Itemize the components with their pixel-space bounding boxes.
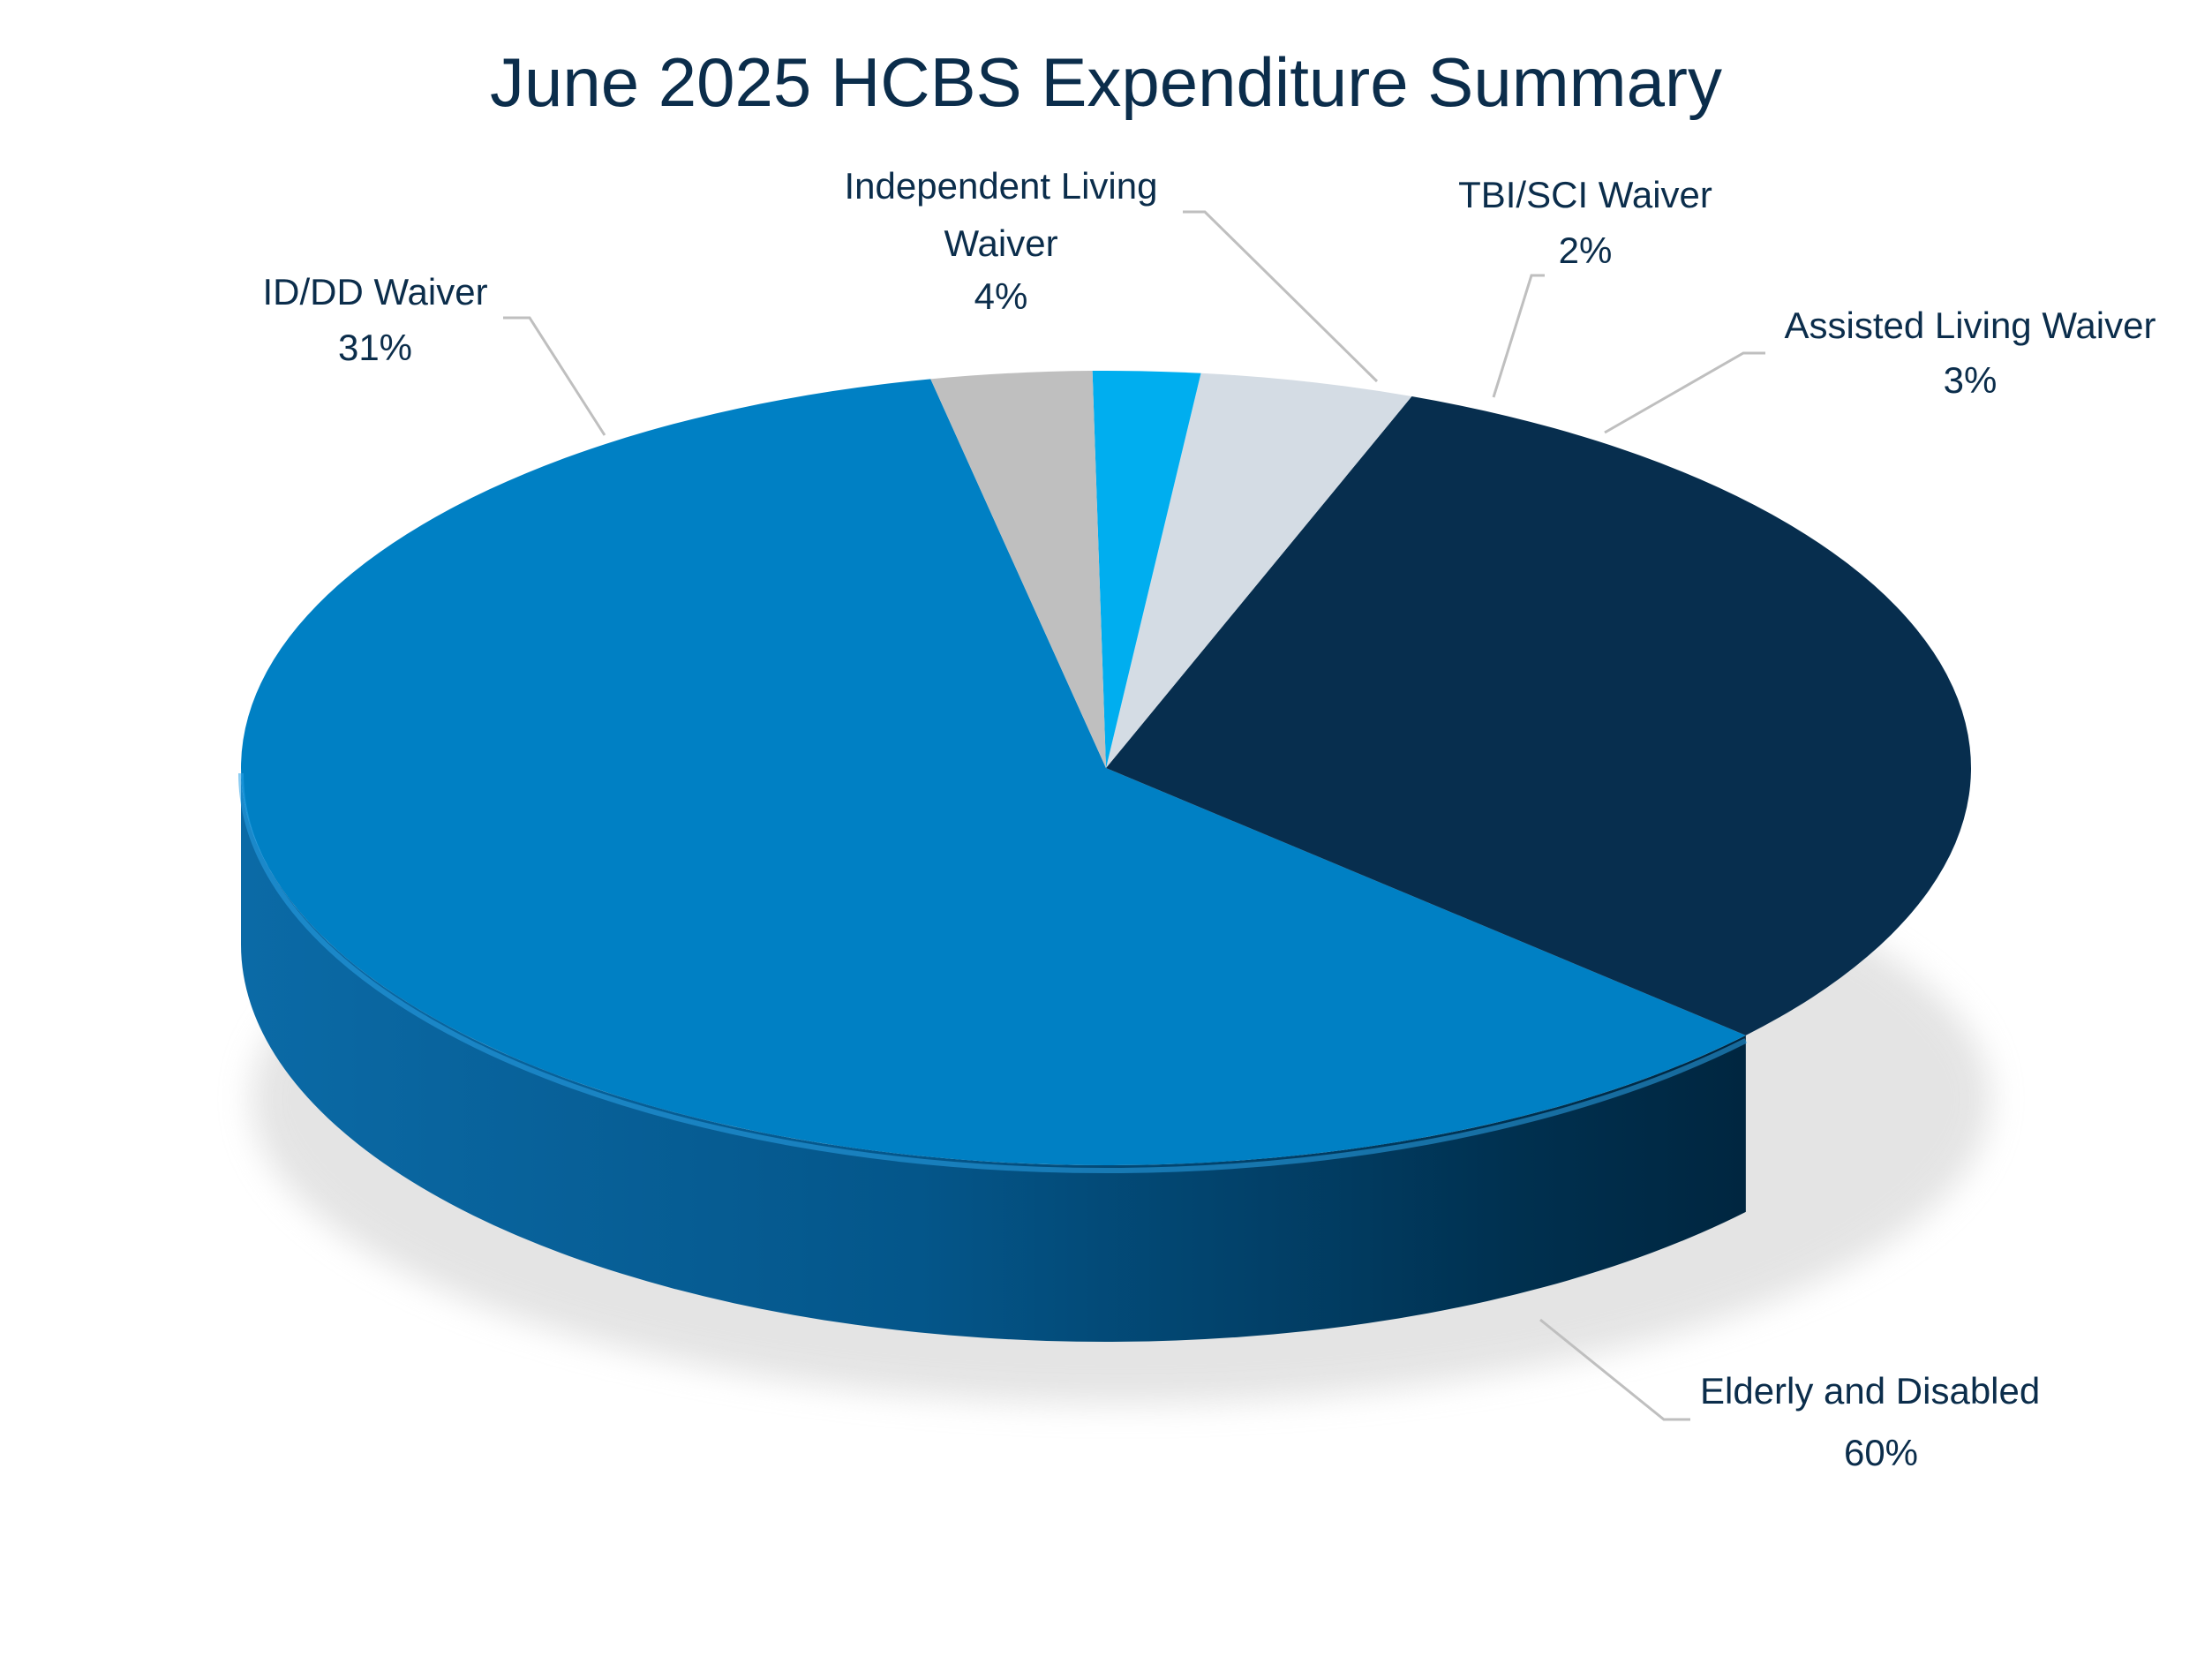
slice-label-elderly-and-disabled: Elderly and Disabled xyxy=(1700,1370,2040,1412)
pie-slices xyxy=(238,370,1972,1173)
slice-value-independent-living-waiver: 4% xyxy=(974,275,1028,317)
leader-line-assisted-living-waiver xyxy=(1604,351,1765,434)
pie-labels: Elderly and Disabled 60% ID/DD Waiver 31% In… xyxy=(262,165,2156,1473)
leader-line-tbi-sci-waiver xyxy=(1492,274,1545,398)
slice-value-tbi-sci-waiver: 2% xyxy=(1559,230,1613,271)
pie-slice-tbi-sci-waiver xyxy=(1092,370,1201,768)
slice-value-elderly-and-disabled: 60% xyxy=(1844,1432,1918,1473)
pie-slice-independent-living-waiver xyxy=(1106,373,1412,768)
pie-edge-highlight xyxy=(238,772,1748,1173)
slice-value-id-dd-waiver: 31% xyxy=(338,327,412,368)
slice-label-independent-living-waiver-line2: Waiver xyxy=(944,222,1057,264)
slice-label-assisted-living-waiver: Assisted Living Waiver xyxy=(1785,305,2156,346)
slice-label-id-dd-waiver: ID/DD Waiver xyxy=(262,271,487,312)
leader-line-elderly-and-disabled xyxy=(1539,1318,1690,1421)
pie-slice-assisted-living-waiver xyxy=(930,371,1106,768)
leader-line-independent-living-waiver xyxy=(1183,210,1379,383)
leader-line-id-dd-waiver xyxy=(503,316,606,436)
pie-side-elderly-and-disabled xyxy=(241,768,1746,1342)
pie-slice-elderly-and-disabled xyxy=(240,379,1746,1165)
slice-value-assisted-living-waiver: 3% xyxy=(1944,359,1998,401)
slice-label-tbi-sci-waiver: TBI/SCI Waiver xyxy=(1458,174,1712,215)
chart-title: June 2025 HCBS Expenditure Summary xyxy=(490,43,1722,121)
pie-slice-id-dd-waiver xyxy=(1106,396,1972,1035)
slice-label-independent-living-waiver-line1: Independent Living xyxy=(845,165,1158,207)
